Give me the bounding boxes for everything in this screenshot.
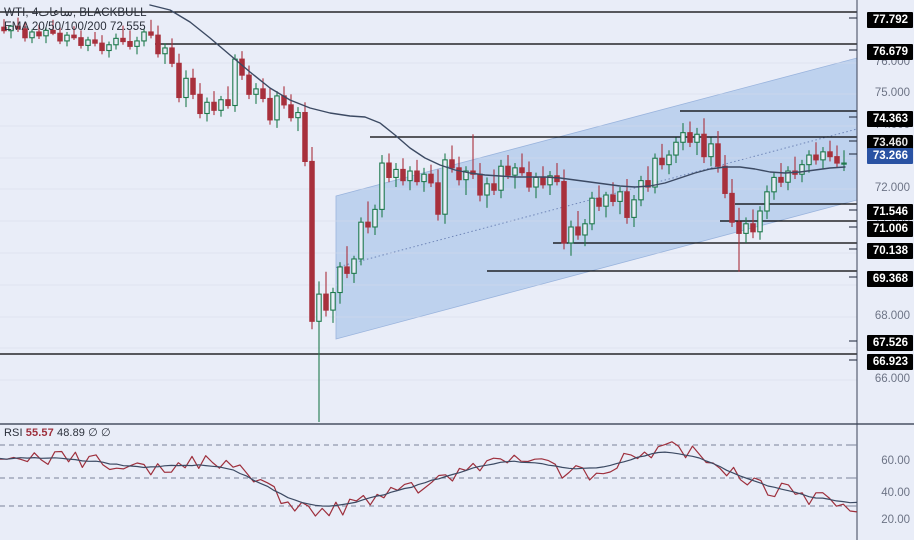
- ema-legend-text: EMA 20/50/100/200 72.555: [4, 21, 146, 33]
- rsi-level-lines: [0, 444, 857, 507]
- horizontal-price-levels[interactable]: [0, 11, 857, 355]
- symbol-legend-text: WTI, 4ساعات, BLACKBULL: [4, 7, 147, 19]
- rsi-legend-extra-2: ∅: [101, 427, 111, 439]
- price-axis-tick-marks: [849, 17, 857, 507]
- rsi-axis-tick: 20.00: [881, 514, 910, 526]
- price-level-badge[interactable]: 71.546: [866, 204, 913, 220]
- price-level-badge[interactable]: 73.266: [866, 148, 913, 164]
- price-level-badge[interactable]: 76.679: [866, 44, 913, 60]
- price-level-badge[interactable]: 67.526: [866, 335, 913, 351]
- rsi-axis-tick: 40.00: [881, 487, 910, 499]
- rsi-legend-value: 55.57: [25, 427, 54, 439]
- price-axis-background: [857, 0, 914, 540]
- price-axis-tick: 75.000: [874, 87, 910, 99]
- grid-lines: [0, 62, 857, 381]
- rsi-series: [0, 441, 857, 517]
- price-axis[interactable]: 76.00075.00074.00073.00072.00071.00070.0…: [857, 0, 914, 540]
- price-level-badge[interactable]: 71.006: [866, 221, 913, 237]
- price-level-badge[interactable]: 69.368: [866, 271, 913, 287]
- price-axis-tick: 66.000: [874, 373, 910, 385]
- price-level-badge[interactable]: 77.792: [866, 12, 913, 28]
- ema-overlay-line: [149, 4, 846, 188]
- price-axis-tick: 68.000: [874, 310, 910, 322]
- rsi-legend[interactable]: RSI 55.57 48.89 ∅ ∅: [4, 426, 111, 439]
- price-level-badge[interactable]: 74.363: [866, 111, 913, 127]
- price-level-badge[interactable]: 73.460: [866, 135, 913, 151]
- rsi-axis-tick: 60.00: [881, 455, 910, 467]
- ema-legend[interactable]: EMA 20/50/100/200 72.555: [4, 21, 146, 33]
- price-axis-tick: 72.000: [874, 182, 910, 194]
- rsi-legend-extra-1: ∅: [88, 427, 98, 439]
- price-level-badge[interactable]: 70.138: [866, 243, 913, 259]
- price-level-badge[interactable]: 66.923: [866, 354, 913, 370]
- symbol-legend[interactable]: WTI, 4ساعات, BLACKBULL: [4, 5, 147, 19]
- rsi-legend-name: RSI: [4, 427, 23, 439]
- rsi-legend-signal: 48.89: [56, 427, 86, 439]
